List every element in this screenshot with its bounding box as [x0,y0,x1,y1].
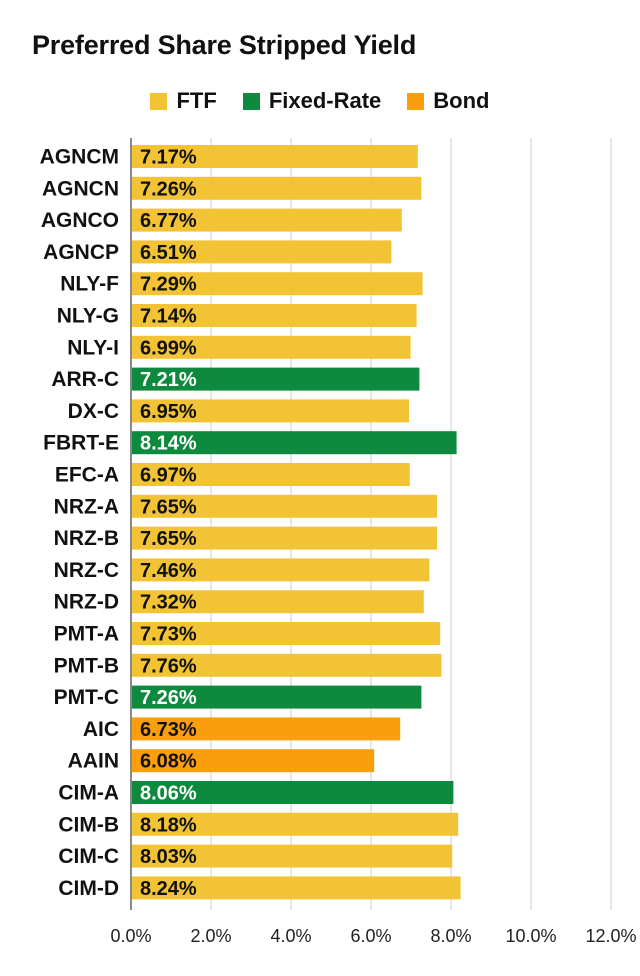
category-label: AIC [83,718,119,741]
category-label: NLY-I [67,336,119,359]
value-label: 8.24% [140,878,197,900]
category-label: NLY-F [60,273,119,296]
legend-label-fixed-rate: Fixed-Rate [268,88,382,113]
bar-pmt-a [132,622,441,645]
category-label: NLY-G [57,305,119,328]
category-label: ARR-C [51,368,119,391]
value-label: 6.95% [140,401,197,423]
value-label: 7.26% [140,178,197,200]
bar-nly-i [132,335,411,359]
value-label: 7.21% [140,369,197,391]
x-tick-label: 2.0% [190,926,231,946]
bar-pmt-b [132,653,442,677]
bar-nly-f [132,272,423,296]
value-label: 8.14% [140,433,197,455]
legend-item-fixed-rate: Fixed-Rate [242,88,382,114]
value-label: 6.77% [140,210,197,232]
category-label: CIM-B [58,813,119,836]
value-label: 7.76% [140,655,197,677]
category-label: AGNCN [42,177,119,200]
category-label: NRZ-A [54,495,119,518]
x-tick-label: 10.0% [505,926,556,946]
bar-cim-a [132,781,454,804]
bar-nly-g [132,304,417,327]
legend-swatch-ftf [150,92,168,110]
category-labels: AGNCM AGNCN AGNCO AGNCP NLY-F NLY-G NLY-I ARR-C… [40,146,120,900]
category-label: NRZ-B [54,527,119,550]
category-label: AAIN [68,750,119,773]
value-label: 7.46% [140,560,197,582]
bar-agncp [132,240,392,264]
value-label: 8.06% [140,783,197,805]
bar-cim-d [132,876,461,900]
x-tick-label: 0.0% [110,926,151,946]
bar-aic [132,717,401,741]
value-label: 7.14% [140,306,197,328]
category-label: NRZ-D [54,591,119,614]
value-label: 7.65% [140,528,197,550]
category-label: AGNCP [43,241,119,264]
x-tick-label: 8.0% [430,926,471,946]
bar-agncn [132,176,422,200]
bar-arr-c [132,367,420,391]
bar-dx-c [132,399,409,423]
bar-cim-c [132,844,453,868]
value-label: 8.18% [140,814,197,836]
category-label: CIM-C [58,845,119,868]
category-label: FBRT-E [43,432,119,455]
bar-agncm [132,145,418,168]
legend-swatch-bond [407,92,425,110]
value-label: 6.99% [140,337,197,359]
category-label: DX-C [68,400,119,423]
bar-nrz-a [132,494,437,518]
bar-agnco [132,208,402,232]
value-label: 8.03% [140,846,197,868]
value-labels: 7.17% 7.26% 6.77% 6.51% 7.29% 7.14% 6.99% 7.21%… [140,147,197,900]
x-tick-label: 6.0% [350,926,391,946]
value-label: 7.73% [140,624,197,646]
grid-lines [130,138,612,910]
bar-cim-b [132,812,459,836]
bar-nrz-d [132,590,424,614]
x-tick-label: 4.0% [270,926,311,946]
bar-nrz-c [132,558,430,582]
chart-title: Preferred Share Stripped Yield [32,30,417,60]
bar-pmt-c [132,685,422,709]
x-tick-labels: 0.0% 2.0% 4.0% 6.0% 8.0% 10.0% 12.0% [110,926,636,946]
category-label: PMT-C [54,686,119,709]
legend-swatch-fixed-rate [242,92,260,110]
value-label: 6.08% [140,751,197,773]
value-label: 6.73% [140,719,197,741]
value-label: 7.65% [140,496,197,518]
category-label: CIM-D [58,877,119,900]
value-label: 7.32% [140,592,197,614]
x-tick-label: 12.0% [585,926,636,946]
bar-nrz-b [132,526,437,550]
bars [132,145,461,900]
value-label: 6.51% [140,242,197,264]
category-label: CIM-A [58,782,119,805]
legend: FTF Fixed-Rate Bond [0,88,640,114]
value-label: 7.29% [140,274,197,296]
value-label: 6.97% [140,465,197,487]
category-label: PMT-A [54,623,119,646]
category-label: AGNCO [41,209,119,232]
category-label: NRZ-C [54,559,119,582]
value-label: 7.17% [140,147,197,169]
category-label: PMT-B [54,654,119,677]
category-label: EFC-A [55,464,119,487]
bar-fbrt-e [132,431,457,455]
bar-aain [132,749,375,773]
legend-item-ftf: FTF [150,88,217,114]
legend-label-bond: Bond [433,88,490,113]
value-label: 7.26% [140,687,197,709]
legend-item-bond: Bond [407,88,490,114]
legend-label-ftf: FTF [176,88,217,113]
bar-efc-a [132,463,410,486]
category-label: AGNCM [40,146,119,169]
